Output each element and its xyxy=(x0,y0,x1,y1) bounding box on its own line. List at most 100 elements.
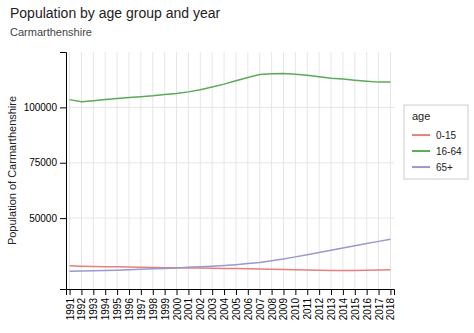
y-tick-label: 100000 xyxy=(24,102,58,113)
x-tick: 2002 xyxy=(195,289,206,320)
x-tick: 1999 xyxy=(160,289,171,320)
x-tick-label: 2005 xyxy=(231,298,242,321)
y-axis-line xyxy=(60,53,67,290)
legend-swatch xyxy=(412,134,430,136)
grid-line-y xyxy=(66,162,394,163)
grid-line-x xyxy=(366,52,367,289)
grid-line-x xyxy=(235,52,236,289)
x-tick: 2014 xyxy=(338,289,349,320)
x-tick-mark xyxy=(93,289,94,295)
plot-area: 1991199219931994199519961997199819992000… xyxy=(24,52,397,320)
x-tick: 1995 xyxy=(112,289,123,320)
x-tick-label: 2015 xyxy=(350,298,361,321)
x-tick-mark xyxy=(70,289,71,295)
x-tick: 2016 xyxy=(362,289,373,320)
x-tick-mark xyxy=(165,289,166,295)
y-tick: 100000 xyxy=(24,102,66,113)
grid-line-x xyxy=(390,52,391,289)
x-tick-label: 1992 xyxy=(76,298,87,321)
grid-line-x xyxy=(152,52,153,289)
x-tick: 2004 xyxy=(219,289,230,320)
x-tick-label: 2006 xyxy=(243,298,254,321)
x-tick-label: 1993 xyxy=(88,298,99,321)
x-tick: 2012 xyxy=(314,289,325,320)
grid-line-x xyxy=(93,52,94,289)
legend-label: 65+ xyxy=(436,162,453,173)
y-axis-title: Population of Carmarthenshire xyxy=(6,96,18,245)
x-tick: 1994 xyxy=(100,289,111,320)
x-tick: 2008 xyxy=(267,289,278,320)
grid-line-x xyxy=(140,52,141,289)
x-tick-mark xyxy=(177,289,178,295)
x-tick: 2010 xyxy=(290,289,301,320)
legend-swatch xyxy=(412,166,430,168)
grid-line-x xyxy=(188,52,189,289)
x-tick-mark xyxy=(212,289,213,295)
x-tick: 1996 xyxy=(124,289,135,320)
x-tick-mark xyxy=(319,289,320,295)
grid xyxy=(66,52,394,289)
subtitle: Carmarthenshire xyxy=(10,26,92,38)
x-tick-label: 2011 xyxy=(302,298,313,320)
grid-line-x xyxy=(81,52,82,289)
x-tick-label: 2010 xyxy=(290,298,301,321)
x-tick-label: 2009 xyxy=(278,298,289,321)
y-tick: 50000 xyxy=(29,213,66,224)
lines xyxy=(70,73,391,271)
x-tick-mark xyxy=(331,289,332,295)
x-tick: 2000 xyxy=(172,289,183,320)
x-tick: 1997 xyxy=(136,289,147,320)
y-tick-mark xyxy=(60,218,66,219)
x-tick-label: 2008 xyxy=(267,298,278,321)
y-tick: 75000 xyxy=(29,157,66,168)
y-axis: 50000 75000 100000 xyxy=(24,53,67,290)
x-tick-mark xyxy=(343,289,344,295)
x-tick-mark xyxy=(224,289,225,295)
legend-label: 0-15 xyxy=(436,130,456,141)
x-tick-mark xyxy=(200,289,201,295)
grid-line-x xyxy=(164,52,165,289)
x-tick: 2013 xyxy=(326,289,337,320)
x-tick-label: 2001 xyxy=(183,298,194,321)
x-tick-mark xyxy=(307,289,308,295)
x-tick-mark xyxy=(188,289,189,295)
x-tick: 2018 xyxy=(385,289,396,320)
grid-line-x xyxy=(224,52,225,289)
x-tick-label: 1991 xyxy=(65,298,76,321)
legend-title: age xyxy=(412,110,430,122)
x-tick: 2017 xyxy=(374,289,385,320)
x-tick-mark xyxy=(248,289,249,295)
x-axis: 1991199219931994199519961997199819992000… xyxy=(65,289,397,320)
x-tick-label: 2013 xyxy=(326,298,337,321)
x-tick-mark xyxy=(379,289,380,295)
x-tick-mark xyxy=(367,289,368,295)
grid-line-y xyxy=(66,107,394,108)
x-tick-label: 2012 xyxy=(314,298,325,321)
x-tick: 1993 xyxy=(88,289,99,320)
legend-label: 16-64 xyxy=(436,146,462,157)
y-tick-mark xyxy=(60,163,66,164)
x-tick: 2006 xyxy=(243,289,254,320)
x-tick-label: 2018 xyxy=(385,298,396,321)
grid-line-x xyxy=(307,52,308,289)
grid-line-x xyxy=(354,52,355,289)
x-tick: 2015 xyxy=(350,289,361,320)
x-tick: 2009 xyxy=(278,289,289,320)
grid-line-x xyxy=(69,52,70,289)
x-tick: 2007 xyxy=(255,289,266,320)
y-tick-mark xyxy=(60,107,66,108)
x-tick-label: 1999 xyxy=(160,298,171,321)
x-tick: 2003 xyxy=(207,289,218,320)
x-tick-label: 2017 xyxy=(374,298,385,321)
series-line xyxy=(70,73,391,101)
x-tick-label: 2016 xyxy=(362,298,373,321)
grid-line-x xyxy=(283,52,284,289)
x-tick-label: 1994 xyxy=(100,298,111,321)
x-tick: 2005 xyxy=(231,289,242,320)
grid-line-y xyxy=(66,218,394,219)
grid-line-x xyxy=(259,52,260,289)
title: Population by age group and year xyxy=(10,5,220,21)
grid-line-x xyxy=(331,52,332,289)
grid-line-x xyxy=(176,52,177,289)
legend-box xyxy=(404,105,468,179)
